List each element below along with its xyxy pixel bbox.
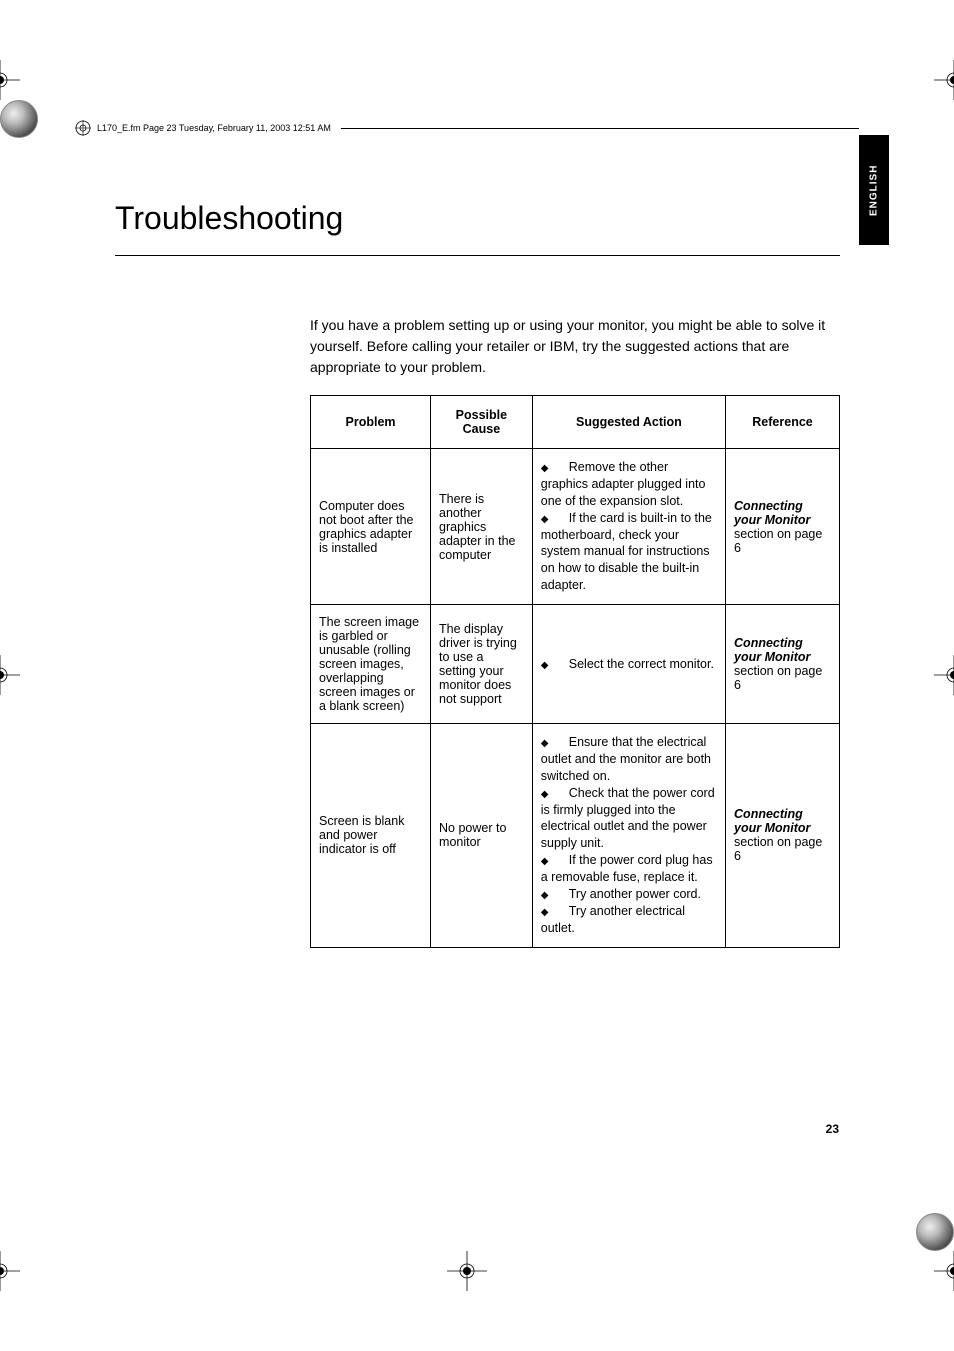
header-meta-text: L170_E.fm Page 23 Tuesday, February 11, … xyxy=(97,123,331,133)
cell-reference: Connecting your Monitorsection on page 6 xyxy=(726,449,840,605)
header-problem: Problem xyxy=(311,396,431,449)
diamond-bullet-icon: ◆ xyxy=(541,855,569,869)
cell-problem: Computer does not boot after the graphic… xyxy=(311,449,431,605)
cell-cause: The display driver is trying to use a se… xyxy=(431,605,533,724)
cell-cause: There is another graphics adapter in the… xyxy=(431,449,533,605)
reference-title: Connecting your Monitor xyxy=(734,807,831,835)
header-action: Suggested Action xyxy=(532,396,725,449)
page-title: Troubleshooting xyxy=(115,200,343,237)
cell-cause: No power to monitor xyxy=(431,724,533,948)
page-number: 23 xyxy=(826,1122,839,1136)
crop-mark-icon xyxy=(934,655,954,695)
crop-mark-icon xyxy=(0,1251,20,1291)
header-meta-line: L170_E.fm Page 23 Tuesday, February 11, … xyxy=(75,120,859,136)
reference-text: section on page 6 xyxy=(734,664,831,692)
crop-mark-icon xyxy=(0,655,20,695)
action-text: Try another power cord. xyxy=(569,887,701,901)
crop-mark-icon xyxy=(934,60,954,100)
cell-reference: Connecting your Monitorsection on page 6 xyxy=(726,605,840,724)
table-row: Screen is blank and power indicator is o… xyxy=(311,724,840,948)
reference-text: section on page 6 xyxy=(734,835,831,863)
header-reference: Reference xyxy=(726,396,840,449)
diamond-bullet-icon: ◆ xyxy=(541,737,569,751)
title-divider xyxy=(115,255,840,256)
cell-action: ◆Remove the other graphics adapter plugg… xyxy=(532,449,725,605)
cell-problem: Screen is blank and power indicator is o… xyxy=(311,724,431,948)
crop-mark-icon xyxy=(447,1251,487,1291)
diamond-bullet-icon: ◆ xyxy=(541,788,569,802)
crop-mark-icon xyxy=(934,1251,954,1291)
print-registration-sphere xyxy=(916,1213,954,1251)
table-header-row: Problem Possible Cause Suggested Action … xyxy=(311,396,840,449)
crop-mark-icon xyxy=(0,60,20,100)
cell-action: ◆Select the correct monitor. xyxy=(532,605,725,724)
cell-problem: The screen image is garbled or unusable … xyxy=(311,605,431,724)
header-circle-icon xyxy=(75,120,91,136)
reference-title: Connecting your Monitor xyxy=(734,499,831,527)
action-text: Select the correct monitor. xyxy=(569,657,714,671)
diamond-bullet-icon: ◆ xyxy=(541,462,569,476)
table-row: The screen image is garbled or unusable … xyxy=(311,605,840,724)
print-registration-sphere xyxy=(0,100,38,138)
troubleshooting-table: Problem Possible Cause Suggested Action … xyxy=(310,395,840,948)
diamond-bullet-icon: ◆ xyxy=(541,513,569,527)
intro-paragraph: If you have a problem setting up or usin… xyxy=(310,315,840,378)
reference-text: section on page 6 xyxy=(734,527,831,555)
diamond-bullet-icon: ◆ xyxy=(541,889,569,903)
header-cause: Possible Cause xyxy=(431,396,533,449)
language-tab: ENGLISH xyxy=(859,135,889,245)
table-row: Computer does not boot after the graphic… xyxy=(311,449,840,605)
cell-reference: Connecting your Monitorsection on page 6 xyxy=(726,724,840,948)
diamond-bullet-icon: ◆ xyxy=(541,906,569,920)
reference-title: Connecting your Monitor xyxy=(734,636,831,664)
cell-action: ◆Ensure that the electrical outlet and t… xyxy=(532,724,725,948)
diamond-bullet-icon: ◆ xyxy=(541,659,569,673)
